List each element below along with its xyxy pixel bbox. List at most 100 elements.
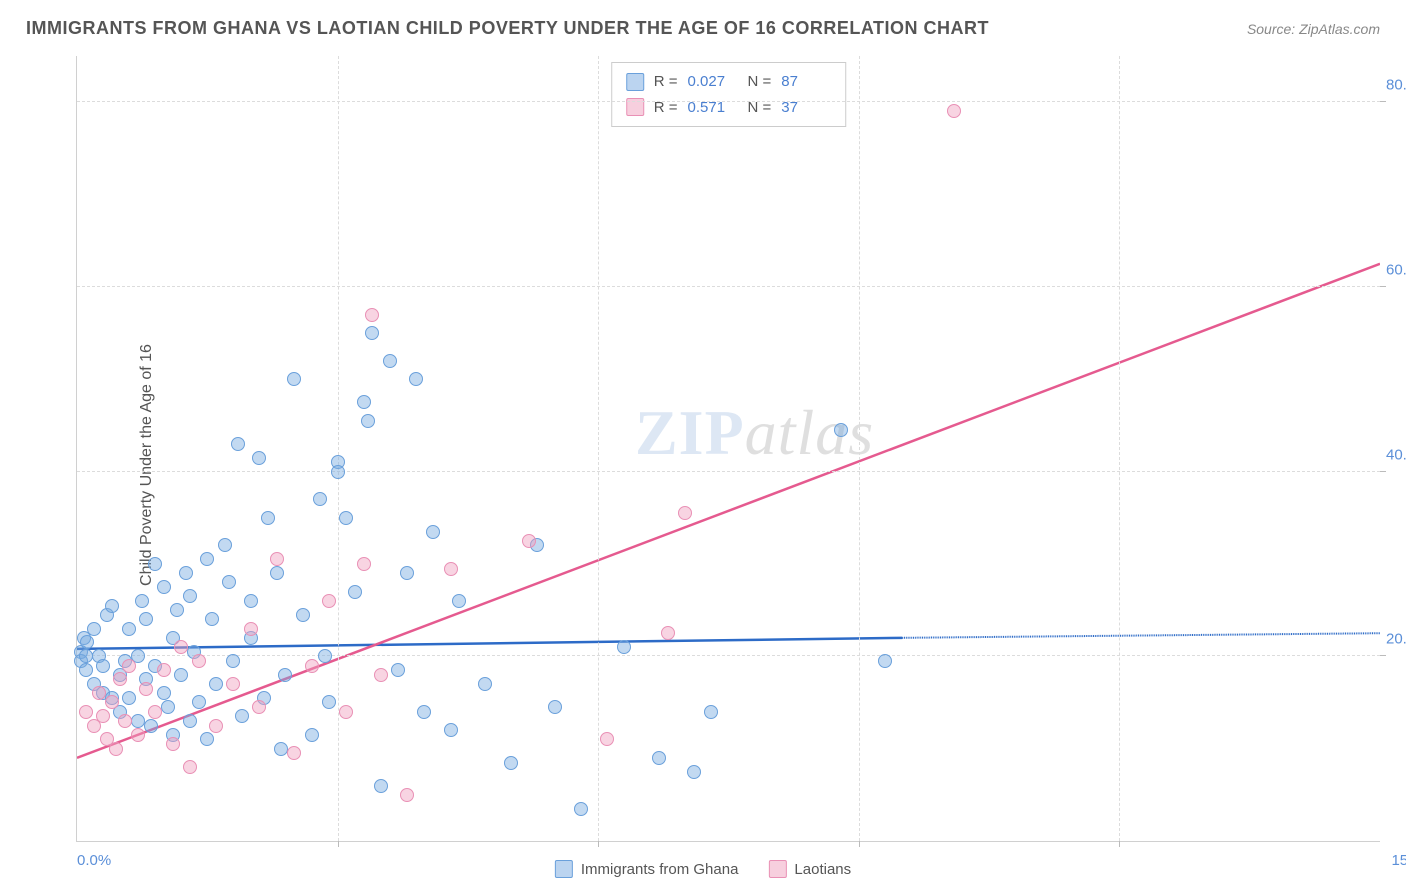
legend-item: Laotians (768, 860, 851, 878)
data-point (270, 566, 284, 580)
data-point (504, 756, 518, 770)
source-label: Source: ZipAtlas.com (1247, 21, 1380, 37)
data-point (287, 746, 301, 760)
data-point (522, 534, 536, 548)
data-point (331, 465, 345, 479)
data-point (365, 308, 379, 322)
gridline-h (77, 286, 1380, 287)
data-point (80, 635, 94, 649)
data-point (183, 760, 197, 774)
stats-row: R = 0.027N = 87 (626, 69, 832, 95)
data-point (118, 714, 132, 728)
data-point (79, 663, 93, 677)
gridline-v (338, 56, 339, 841)
data-point (478, 677, 492, 691)
data-point (139, 682, 153, 696)
data-point (374, 668, 388, 682)
data-point (678, 506, 692, 520)
data-point (252, 700, 266, 714)
data-point (170, 603, 184, 617)
data-point (179, 566, 193, 580)
data-point (947, 104, 961, 118)
trend-lines (77, 56, 1380, 841)
data-point (600, 732, 614, 746)
x-tick-label: 15.0% (1391, 852, 1406, 869)
data-point (252, 451, 266, 465)
data-point (244, 594, 258, 608)
data-point (400, 566, 414, 580)
data-point (409, 372, 423, 386)
data-point (200, 732, 214, 746)
data-point (79, 705, 93, 719)
data-point (148, 557, 162, 571)
data-point (365, 326, 379, 340)
data-point (305, 659, 319, 673)
data-point (166, 737, 180, 751)
data-point (183, 714, 197, 728)
data-point (357, 557, 371, 571)
y-tick-label: 20.0% (1386, 631, 1406, 648)
data-point (339, 511, 353, 525)
data-point (157, 663, 171, 677)
data-point (274, 742, 288, 756)
data-point (157, 580, 171, 594)
legend-item: Immigrants from Ghana (555, 860, 739, 878)
gridline-h (77, 471, 1380, 472)
data-point (704, 705, 718, 719)
chart-title: IMMIGRANTS FROM GHANA VS LAOTIAN CHILD P… (26, 18, 989, 39)
data-point (313, 492, 327, 506)
data-point (157, 686, 171, 700)
data-point (105, 599, 119, 613)
data-point (174, 668, 188, 682)
data-point (296, 608, 310, 622)
data-point (161, 700, 175, 714)
data-point (183, 589, 197, 603)
data-point (452, 594, 466, 608)
data-point (192, 695, 206, 709)
data-point (131, 728, 145, 742)
data-point (122, 691, 136, 705)
data-point (357, 395, 371, 409)
data-point (322, 594, 336, 608)
data-point (687, 765, 701, 779)
data-point (174, 640, 188, 654)
data-point (617, 640, 631, 654)
data-point (79, 649, 93, 663)
data-point (305, 728, 319, 742)
data-point (878, 654, 892, 668)
data-point (226, 677, 240, 691)
data-point (231, 437, 245, 451)
legend-swatch (626, 73, 644, 91)
data-point (192, 654, 206, 668)
gridline-v (1119, 56, 1120, 841)
data-point (144, 719, 158, 733)
data-point (400, 788, 414, 802)
data-point (261, 511, 275, 525)
gridline-h (77, 655, 1380, 656)
y-tick-label: 60.0% (1386, 261, 1406, 278)
data-point (426, 525, 440, 539)
data-point (374, 779, 388, 793)
data-point (444, 562, 458, 576)
data-point (235, 709, 249, 723)
data-point (131, 714, 145, 728)
data-point (226, 654, 240, 668)
data-point (361, 414, 375, 428)
chart-container: Child Poverty Under the Age of 16 ZIPatl… (26, 48, 1380, 882)
stats-legend: R = 0.027N = 87R = 0.571N = 37 (611, 62, 847, 127)
data-point (574, 802, 588, 816)
data-point (444, 723, 458, 737)
x-tick-label: 0.0% (77, 852, 111, 869)
data-point (318, 649, 332, 663)
data-point (122, 659, 136, 673)
data-point (218, 538, 232, 552)
data-point (209, 719, 223, 733)
legend-swatch (555, 860, 573, 878)
data-point (548, 700, 562, 714)
data-point (222, 575, 236, 589)
gridline-h (77, 101, 1380, 102)
data-point (139, 612, 153, 626)
data-point (105, 695, 119, 709)
gridline-v (598, 56, 599, 841)
data-point (205, 612, 219, 626)
